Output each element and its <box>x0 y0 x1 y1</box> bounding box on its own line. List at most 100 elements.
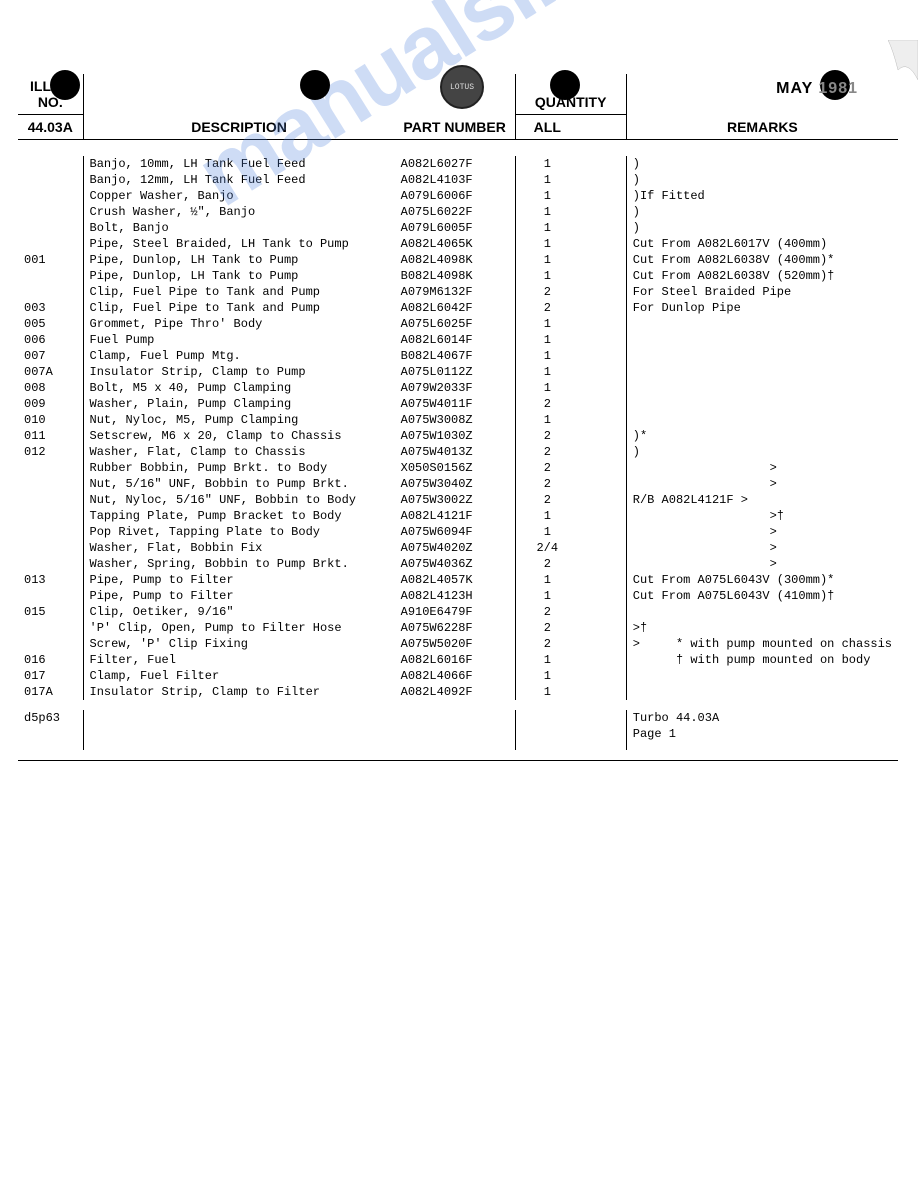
cell-qty: 2 <box>515 428 579 444</box>
cell-part-number: A082L6014F <box>395 332 515 348</box>
cell-illus: 011 <box>18 428 83 444</box>
table-row: 017AInsulator Strip, Clamp to FilterA082… <box>18 684 898 700</box>
table-row: 012Washer, Flat, Clamp to ChassisA075W40… <box>18 444 898 460</box>
cell-qty-blank <box>579 236 626 252</box>
cell-qty: 2 <box>515 300 579 316</box>
cell-qty: 1 <box>515 524 579 540</box>
cell-part-number: A075W5020F <box>395 636 515 652</box>
cell-remarks <box>626 380 898 396</box>
table-row: Copper Washer, BanjoA079L6006F1)If Fitte… <box>18 188 898 204</box>
cell-remarks: >† <box>626 508 898 524</box>
cell-qty: 1 <box>515 172 579 188</box>
cell-qty-blank <box>579 252 626 268</box>
table-row: 015Clip, Oetiker, 9/16"A910E6479F2 <box>18 604 898 620</box>
cell-illus: 003 <box>18 300 83 316</box>
cell-part-number: A075W3040Z <box>395 476 515 492</box>
cell-qty-blank <box>579 620 626 636</box>
table-row: 016Filter, FuelA082L6016F1 † with pump m… <box>18 652 898 668</box>
cell-illus <box>18 540 83 556</box>
cell-part-number: A075W3002Z <box>395 492 515 508</box>
cell-illus <box>18 524 83 540</box>
cell-qty-blank <box>579 268 626 284</box>
cell-qty: 1 <box>515 204 579 220</box>
cell-part-number: A082L4065K <box>395 236 515 252</box>
cell-description: Insulator Strip, Clamp to Pump <box>83 364 395 380</box>
cell-qty-blank <box>579 540 626 556</box>
table-row: 001Pipe, Dunlop, LH Tank to PumpA082L409… <box>18 252 898 268</box>
cell-remarks <box>626 604 898 620</box>
footer-page: Page 1 <box>626 726 898 742</box>
cell-description: Washer, Flat, Bobbin Fix <box>83 540 395 556</box>
cell-illus <box>18 220 83 236</box>
cell-description: Crush Washer, ½", Banjo <box>83 204 395 220</box>
bottom-rule <box>18 760 898 761</box>
cell-part-number: A075W4013Z <box>395 444 515 460</box>
cell-qty-blank <box>579 668 626 684</box>
cell-description: 'P' Clip, Open, Pump to Filter Hose <box>83 620 395 636</box>
cell-illus: 015 <box>18 604 83 620</box>
cell-description: Pop Rivet, Tapping Plate to Body <box>83 524 395 540</box>
cell-description: Nut, 5/16" UNF, Bobbin to Pump Brkt. <box>83 476 395 492</box>
cell-description: Clamp, Fuel Filter <box>83 668 395 684</box>
cell-description: Pipe, Dunlop, LH Tank to Pump <box>83 268 395 284</box>
cell-remarks: Cut From A082L6038V (400mm)* <box>626 252 898 268</box>
cell-illus <box>18 508 83 524</box>
cell-qty: 1 <box>515 268 579 284</box>
cell-illus: 010 <box>18 412 83 428</box>
table-row: Washer, Flat, Bobbin FixA075W4020Z2/4 > <box>18 540 898 556</box>
cell-qty-blank <box>579 204 626 220</box>
cell-part-number: A079M6132F <box>395 284 515 300</box>
cell-qty: 1 <box>515 348 579 364</box>
cell-illus <box>18 188 83 204</box>
cell-description: Pipe, Pump to Filter <box>83 572 395 588</box>
cell-part-number: A075W6228F <box>395 620 515 636</box>
cell-part-number: A082L4121F <box>395 508 515 524</box>
revision-date: MAY 1981 <box>776 80 858 98</box>
cell-qty-blank <box>579 508 626 524</box>
cell-qty: 1 <box>515 588 579 604</box>
cell-illus: 013 <box>18 572 83 588</box>
cell-illus <box>18 204 83 220</box>
cell-illus: 009 <box>18 396 83 412</box>
hole-icon <box>550 70 580 100</box>
cell-remarks: > <box>626 524 898 540</box>
cell-description: Clip, Fuel Pipe to Tank and Pump <box>83 284 395 300</box>
cell-qty-blank <box>579 636 626 652</box>
cell-part-number: A079L6006F <box>395 188 515 204</box>
cell-qty-blank <box>579 332 626 348</box>
cell-illus: 017 <box>18 668 83 684</box>
cell-qty-blank <box>579 460 626 476</box>
cell-qty: 2 <box>515 396 579 412</box>
cell-qty: 1 <box>515 572 579 588</box>
table-footer-row: d5p63 Turbo 44.03A <box>18 710 898 726</box>
cell-description: Nut, Nyloc, M5, Pump Clamping <box>83 412 395 428</box>
cell-qty: 1 <box>515 332 579 348</box>
col-header-description: DESCRIPTION <box>83 115 395 140</box>
cell-remarks: )If Fitted <box>626 188 898 204</box>
table-row: 009Washer, Plain, Pump ClampingA075W4011… <box>18 396 898 412</box>
cell-remarks: ) <box>626 204 898 220</box>
cell-remarks <box>626 412 898 428</box>
cell-qty: 2 <box>515 620 579 636</box>
cell-description: Clamp, Fuel Pump Mtg. <box>83 348 395 364</box>
cell-remarks: )* <box>626 428 898 444</box>
cell-remarks: † with pump mounted on body <box>626 652 898 668</box>
cell-remarks: For Steel Braided Pipe <box>626 284 898 300</box>
cell-remarks: > <box>626 540 898 556</box>
cell-illus: 017A <box>18 684 83 700</box>
cell-illus <box>18 556 83 572</box>
cell-part-number: A075L6022F <box>395 204 515 220</box>
cell-remarks: Cut From A075L6043V (410mm)† <box>626 588 898 604</box>
cell-qty-blank <box>579 172 626 188</box>
cell-remarks: ) <box>626 220 898 236</box>
cell-illus <box>18 172 83 188</box>
cell-remarks: > <box>626 556 898 572</box>
cell-qty-blank <box>579 396 626 412</box>
table-row: 003Clip, Fuel Pipe to Tank and PumpA082L… <box>18 300 898 316</box>
cell-qty-blank <box>579 428 626 444</box>
cell-remarks: For Dunlop Pipe <box>626 300 898 316</box>
cell-qty: 1 <box>515 668 579 684</box>
hole-icon <box>50 70 80 100</box>
cell-part-number: A075L0112Z <box>395 364 515 380</box>
cell-part-number: A082L4092F <box>395 684 515 700</box>
